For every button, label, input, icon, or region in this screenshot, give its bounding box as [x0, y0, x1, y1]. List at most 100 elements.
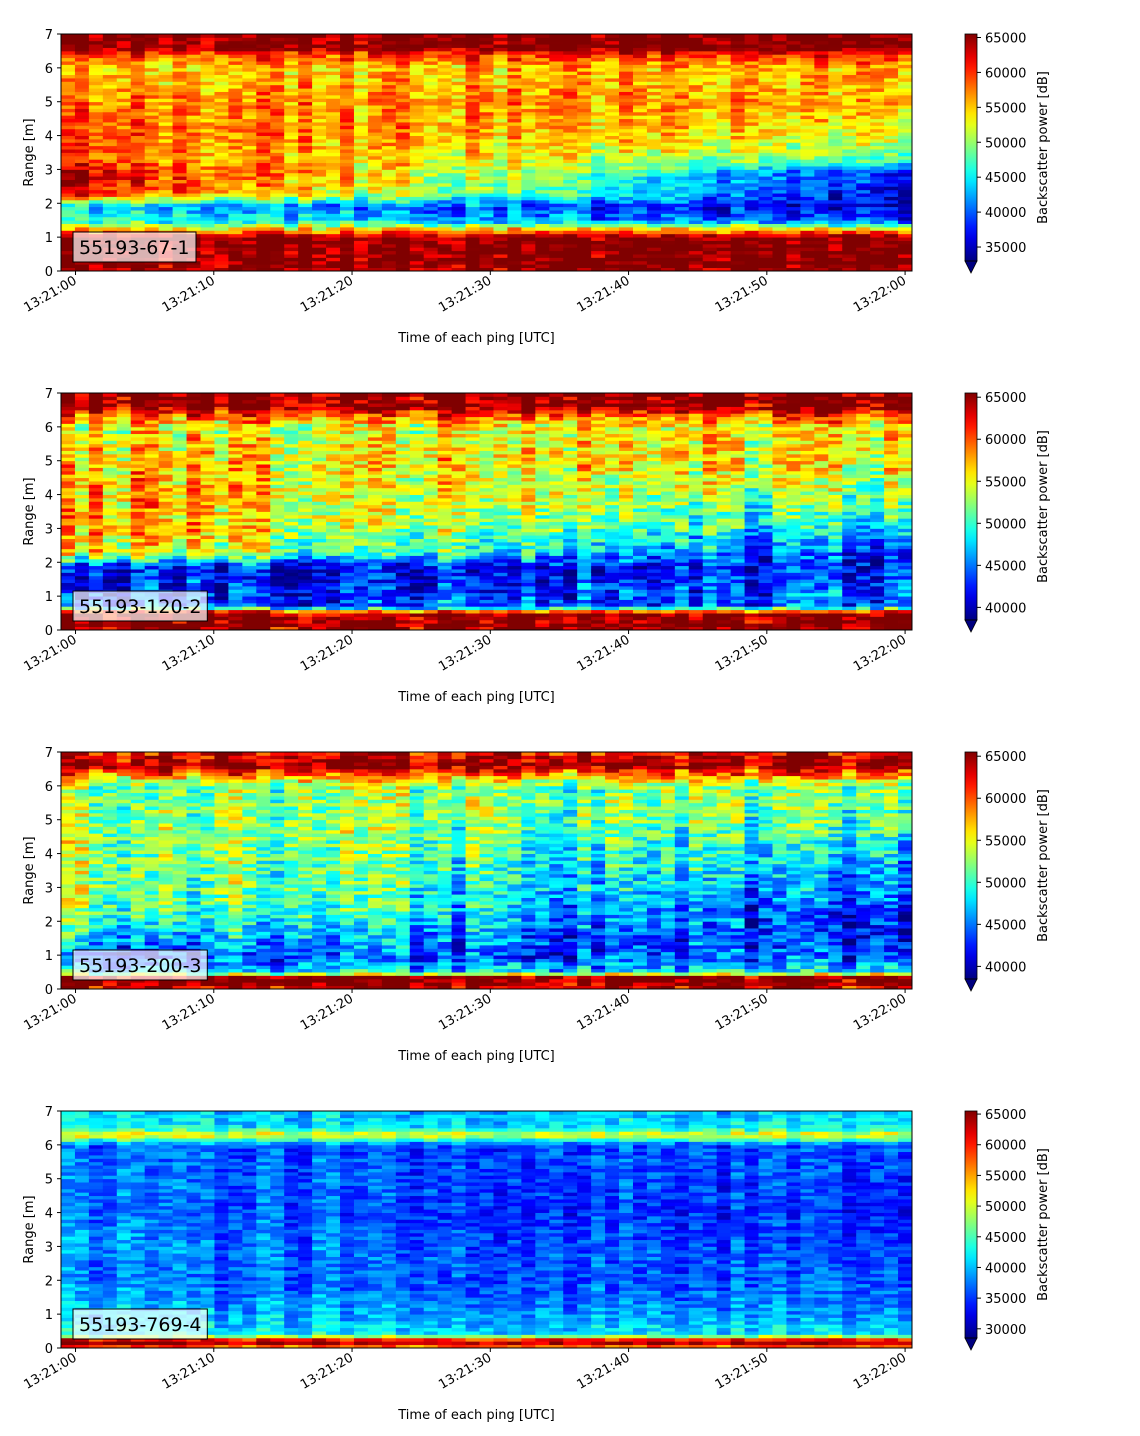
heatmap-cell — [172, 111, 187, 116]
heatmap-cell — [88, 220, 104, 224]
heatmap-cell — [144, 193, 160, 197]
heatmap-cell — [353, 61, 369, 65]
heatmap-cell — [688, 94, 704, 99]
heatmap-cell — [660, 128, 676, 133]
heatmap-cell — [144, 430, 160, 435]
heatmap-cell — [493, 118, 508, 123]
heatmap-cell — [130, 159, 146, 164]
heatmap-cell — [535, 250, 550, 255]
heatmap-cell — [381, 233, 397, 238]
heatmap-cell — [61, 108, 76, 113]
heatmap-cell — [228, 155, 243, 160]
heatmap-cell — [130, 149, 146, 153]
heatmap-cell — [298, 169, 313, 174]
heatmap-cell — [61, 552, 76, 556]
heatmap-cell — [814, 257, 829, 262]
heatmap-cell — [116, 78, 132, 82]
heatmap-cell — [828, 243, 843, 248]
heatmap-cell — [758, 98, 773, 103]
heatmap-cell — [535, 247, 550, 252]
heatmap-cell — [646, 199, 662, 204]
heatmap-cell — [74, 430, 90, 435]
heatmap-cell — [688, 169, 704, 174]
heatmap-cell — [856, 50, 871, 55]
heatmap-cell — [395, 128, 411, 133]
heatmap-cell — [674, 78, 690, 82]
heatmap-cell — [172, 518, 187, 523]
heatmap-cell — [535, 199, 550, 204]
heatmap-cell — [730, 98, 745, 103]
heatmap-cell — [493, 182, 508, 187]
heatmap-cell — [367, 111, 383, 116]
heatmap-cell — [646, 118, 662, 123]
heatmap-cell — [102, 125, 118, 130]
heatmap-cell — [493, 243, 508, 248]
heatmap-cell — [61, 592, 76, 597]
heatmap-cell — [256, 50, 271, 55]
heatmap-cell — [214, 81, 229, 86]
heatmap-cell — [130, 508, 146, 512]
heatmap-cell — [437, 159, 453, 164]
heatmap-cell — [451, 159, 466, 164]
heatmap-cell — [102, 135, 118, 140]
heatmap-cell — [828, 122, 843, 126]
heatmap-cell — [172, 206, 187, 211]
heatmap-cell — [88, 213, 104, 218]
heatmap-cell — [800, 61, 815, 65]
heatmap-cell — [772, 169, 787, 174]
heatmap-cell — [172, 619, 187, 624]
heatmap-cell — [256, 135, 271, 140]
heatmap-cell — [340, 172, 355, 177]
heatmap-cell — [549, 210, 564, 214]
heatmap-cell — [144, 399, 160, 404]
heatmap-cell — [312, 64, 327, 69]
heatmap-cell — [563, 111, 578, 116]
heatmap-cell — [744, 240, 759, 245]
heatmap-cell — [88, 521, 104, 526]
heatmap-cell — [688, 233, 704, 238]
heatmap-cell — [326, 149, 341, 153]
heatmap-cell — [144, 47, 160, 52]
heatmap-cell — [74, 450, 90, 455]
heatmap-cell — [605, 101, 620, 106]
heatmap-cell — [772, 91, 787, 96]
heatmap-cell — [186, 528, 201, 533]
heatmap-cell — [591, 132, 606, 136]
heatmap-cell — [102, 497, 118, 502]
heatmap-cell — [102, 501, 118, 506]
heatmap-cell — [465, 233, 480, 238]
heatmap-cell — [395, 44, 411, 48]
heatmap-cell — [158, 138, 174, 143]
heatmap-cell — [172, 118, 187, 123]
heatmap-cell — [758, 152, 773, 157]
heatmap-cell — [284, 267, 299, 272]
heatmap-cell — [884, 223, 899, 228]
heatmap-cell — [884, 189, 899, 194]
heatmap-cell — [144, 138, 160, 143]
heatmap-cell — [61, 545, 76, 550]
heatmap-cell — [674, 260, 690, 265]
heatmap-cell — [353, 40, 369, 45]
heatmap-cell — [549, 199, 564, 204]
heatmap-cell — [591, 152, 606, 157]
heatmap-cell — [130, 220, 146, 224]
heatmap-cell — [688, 78, 704, 82]
heatmap-cell — [186, 216, 201, 221]
heatmap-cell — [563, 108, 578, 113]
heatmap-cell — [326, 176, 341, 180]
heatmap-cell — [172, 50, 187, 55]
heatmap-cell — [702, 220, 718, 224]
heatmap-cell — [228, 37, 243, 42]
heatmap-cell — [312, 40, 327, 45]
heatmap-cell — [549, 44, 564, 48]
heatmap-cell — [828, 210, 843, 214]
heatmap-cell — [116, 399, 132, 404]
heatmap-cell — [144, 260, 160, 265]
heatmap-cell — [619, 267, 634, 272]
heatmap-cell — [298, 88, 313, 92]
heatmap-cell — [61, 176, 76, 180]
heatmap-cell — [298, 213, 313, 218]
heatmap-cell — [88, 447, 104, 451]
heatmap-cell — [842, 213, 857, 218]
heatmap-cell — [144, 426, 160, 431]
